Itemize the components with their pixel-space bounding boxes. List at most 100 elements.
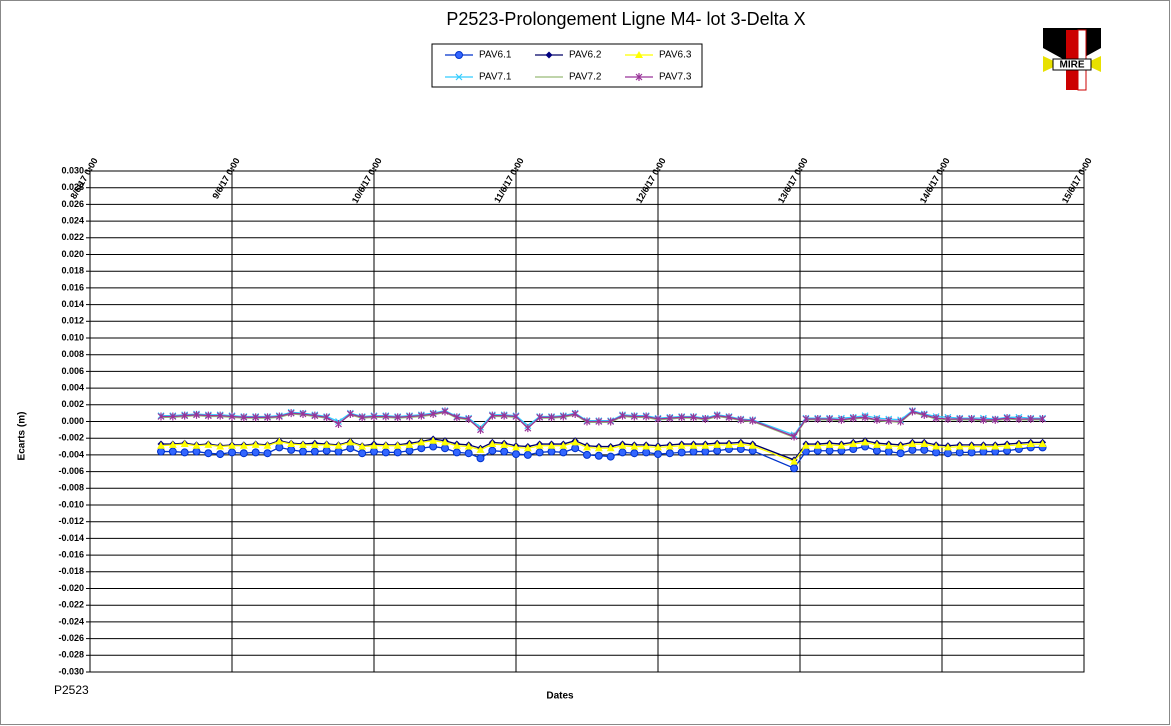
- y-tick-label: 0.020: [61, 249, 84, 259]
- point: [825, 440, 834, 448]
- point: [748, 441, 757, 449]
- point: [168, 447, 177, 456]
- y-tick-label: -0.012: [58, 516, 84, 526]
- point: [488, 440, 497, 448]
- legend-item: PAV6.3: [625, 50, 692, 61]
- point: [287, 440, 296, 448]
- point: [417, 438, 426, 446]
- point: [713, 440, 722, 448]
- point: [677, 441, 686, 449]
- point: [193, 410, 200, 419]
- point: [979, 442, 988, 450]
- point: [813, 441, 822, 449]
- y-tick-label: -0.016: [58, 549, 84, 559]
- point: [725, 413, 733, 422]
- point: [826, 414, 834, 423]
- point: [346, 444, 355, 453]
- point: [500, 411, 508, 420]
- point: [630, 449, 639, 458]
- point: [665, 449, 674, 458]
- point: [932, 448, 941, 457]
- point: [635, 51, 643, 58]
- legend: [431, 43, 703, 88]
- y-tick-label: 0.024: [61, 215, 84, 225]
- point: [417, 411, 425, 420]
- point: [157, 412, 165, 421]
- y-tick-label: -0.026: [58, 633, 84, 643]
- point: [251, 440, 260, 448]
- series: [157, 407, 1047, 441]
- point: [405, 440, 414, 448]
- point: [455, 73, 463, 81]
- point: [571, 409, 579, 418]
- y-tick-label: 0.028: [61, 182, 84, 192]
- point: [453, 413, 461, 422]
- y-tick-label: 0.010: [61, 332, 84, 342]
- y-tick-label: 0.014: [61, 299, 84, 309]
- point: [251, 448, 260, 457]
- legend-item: PAV7.3: [625, 72, 692, 83]
- logo: MIRE: [1043, 28, 1101, 91]
- y-tick-label: -0.004: [58, 449, 84, 459]
- point: [275, 437, 284, 445]
- point: [606, 444, 615, 452]
- point: [642, 412, 650, 421]
- point: [666, 414, 674, 423]
- point: [1015, 414, 1023, 423]
- point: [465, 414, 473, 423]
- legend-label: PAV6.1: [479, 50, 512, 61]
- point: [192, 441, 201, 449]
- point: [346, 409, 354, 418]
- point: [323, 413, 331, 422]
- point: [885, 416, 893, 425]
- point: [382, 412, 390, 421]
- y-tick-label: -0.028: [58, 650, 84, 660]
- point: [1038, 440, 1047, 448]
- point: [1039, 414, 1047, 423]
- point: [535, 448, 544, 457]
- point: [216, 411, 224, 420]
- point: [896, 449, 905, 458]
- point: [749, 416, 757, 425]
- point: [802, 414, 810, 423]
- point: [559, 448, 568, 457]
- point: [713, 446, 722, 455]
- y-tick-label: 0.006: [61, 366, 84, 376]
- logo-text: MIRE: [1060, 60, 1085, 71]
- point: [956, 414, 964, 423]
- point: [452, 448, 461, 457]
- y-tick-label: 0.004: [61, 382, 84, 392]
- point: [896, 442, 905, 450]
- point: [571, 438, 580, 446]
- point: [618, 448, 627, 457]
- point: [991, 415, 999, 424]
- point: [429, 436, 438, 444]
- series: [157, 442, 1047, 473]
- point: [322, 440, 331, 448]
- point: [275, 443, 284, 452]
- point: [512, 443, 520, 451]
- point: [157, 447, 165, 456]
- point: [488, 446, 497, 455]
- point: [737, 415, 745, 424]
- point: [322, 446, 331, 455]
- point: [642, 442, 651, 450]
- point: [1014, 440, 1023, 448]
- series: [157, 436, 1047, 465]
- point: [441, 407, 449, 416]
- point: [370, 441, 378, 449]
- point: [180, 440, 189, 448]
- point: [381, 448, 390, 457]
- point: [967, 442, 976, 450]
- legend-label: PAV7.2: [569, 72, 602, 83]
- point: [452, 441, 461, 449]
- point: [654, 450, 662, 459]
- point: [228, 441, 236, 449]
- point: [713, 411, 721, 420]
- point: [547, 441, 556, 449]
- point: [908, 407, 916, 416]
- y-tick-label: -0.030: [58, 666, 84, 676]
- point: [873, 415, 881, 424]
- point: [310, 447, 319, 456]
